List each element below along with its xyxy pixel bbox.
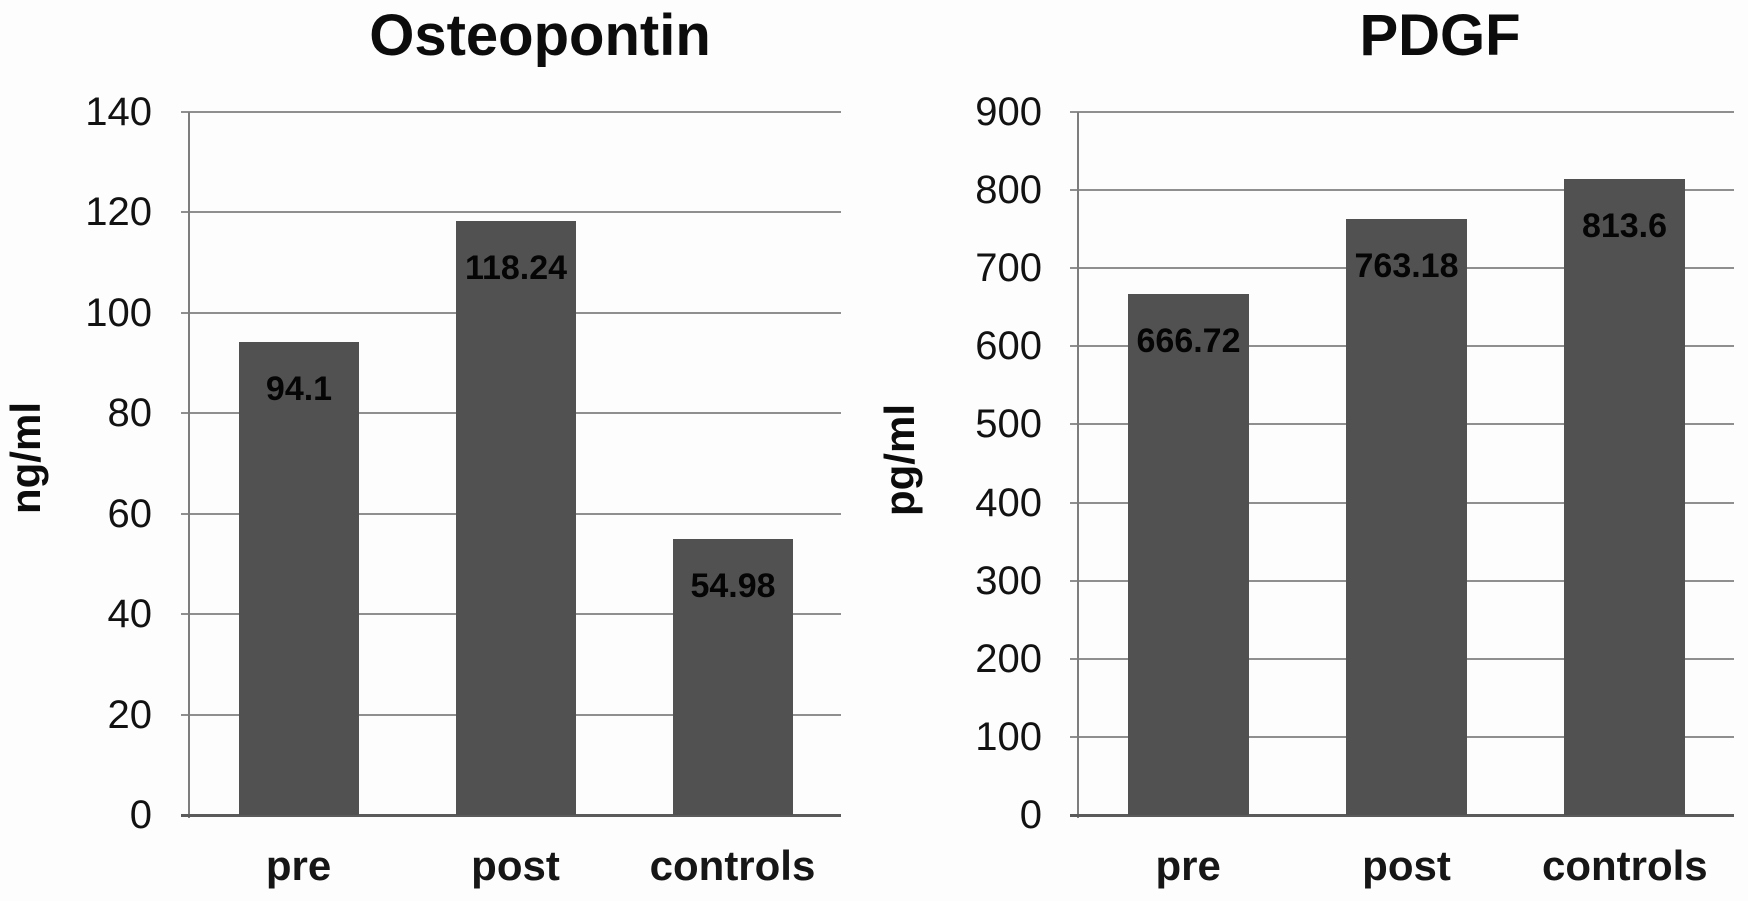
bar-post: 118.24 [456,221,576,815]
gridline [181,412,841,415]
bar-pre: 666.72 [1128,294,1249,815]
x-tick-label-post: post [471,842,560,889]
y-tick-label: 600 [975,324,1042,369]
gridline [1070,267,1734,270]
bar-value-label-controls: 54.98 [690,567,776,605]
y-axis-unit-label-pdgf: pg/ml [876,404,923,516]
bar-pre: 94.1 [239,342,359,815]
bar-post: 763.18 [1346,219,1467,815]
gridline [1070,345,1734,348]
gridline [181,311,841,314]
y-tick-label: 0 [1019,793,1042,837]
x-tick-label-pre: pre [1155,842,1221,889]
gridline [1070,501,1734,504]
gridline [181,111,841,113]
y-tick-label: 400 [975,480,1042,525]
gridline [1070,735,1734,738]
gridline [1070,189,1734,192]
y-tick-label: 700 [975,246,1042,291]
gridline [181,512,841,515]
y-tick-label: 40 [107,592,153,637]
bar-value-label-controls: 813.6 [1581,207,1668,245]
y-tick-label: 500 [975,402,1042,447]
bar-value-label-post: 118.24 [464,249,568,287]
y-tick-label: 300 [975,558,1042,603]
y-axis-line [1077,112,1079,818]
chart-title-pdgf: PDGF [1359,3,1521,68]
y-tick-label: 900 [975,90,1042,134]
gridline [1070,111,1734,113]
y-tick-label: 800 [975,168,1042,213]
x-axis-line [181,814,841,817]
bar-controls: 54.98 [673,539,793,815]
bar-controls: 813.6 [1564,179,1685,815]
y-tick-label: 200 [975,636,1042,681]
y-tick-label: 20 [107,692,153,737]
gridline [1070,579,1734,582]
y-axis-line [188,112,190,818]
x-tick-label-post: post [1362,842,1451,889]
x-tick-label-controls: controls [1541,842,1708,889]
chart-title-osteopontin: Osteopontin [369,3,711,68]
gridline [1070,657,1734,660]
gridline [181,713,841,716]
gridline [181,211,841,214]
y-tick-label: 120 [85,190,152,235]
gridline [1070,423,1734,426]
bar-value-label-pre: 666.72 [1136,322,1241,360]
bar-value-label-post: 763.18 [1354,247,1459,285]
y-tick-label: 100 [85,290,152,335]
y-tick-label: 60 [107,491,153,536]
y-tick-label: 140 [85,90,152,134]
y-axis-unit-label-osteopontin: ng/ml [2,402,49,514]
x-tick-label-pre: pre [265,842,332,889]
gridline [181,613,841,616]
y-tick-label: 0 [129,793,152,837]
y-tick-label: 80 [107,391,153,436]
bar-value-label-pre: 94.1 [265,370,333,408]
x-axis-line [1070,814,1734,817]
y-tick-label: 100 [975,714,1042,759]
x-tick-label-controls: controls [649,842,816,889]
